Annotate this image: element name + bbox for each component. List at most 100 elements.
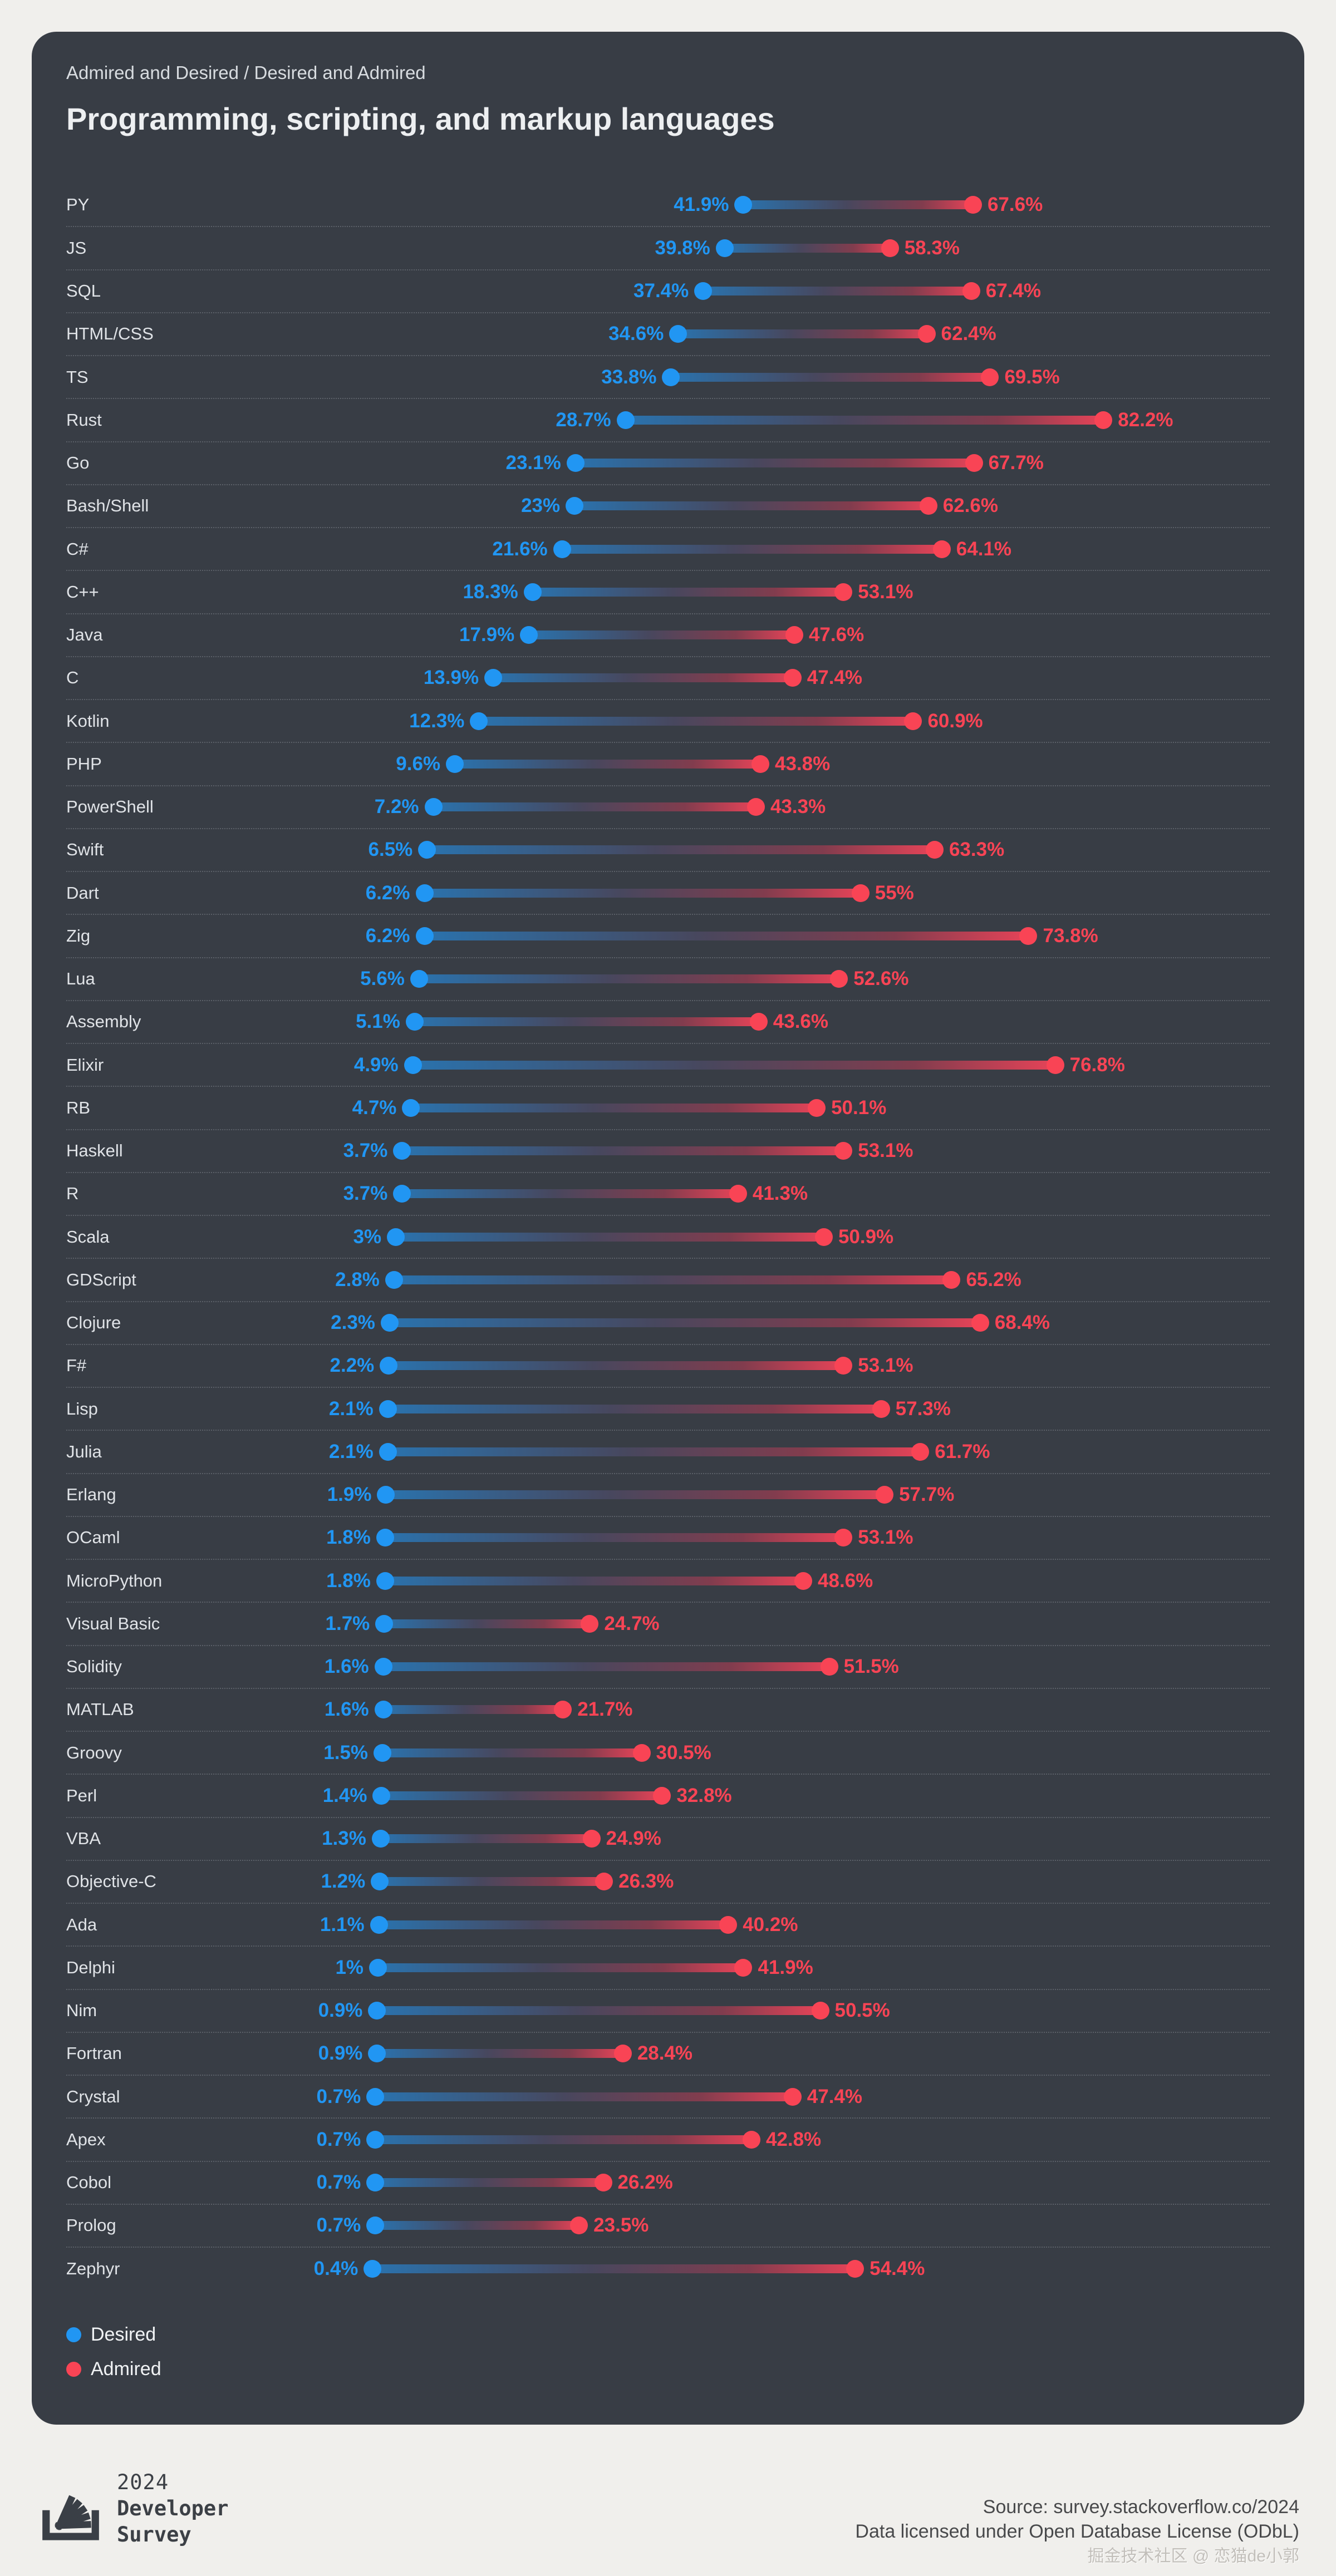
chart-row: Cobol 0.7% 26.2% (66, 2160, 1270, 2204)
connector-line (424, 888, 861, 898)
language-label: Swift (66, 840, 104, 860)
admired-dot-icon (66, 2361, 81, 2377)
admired-value: 63.3% (949, 839, 1005, 861)
admired-dot (632, 1743, 651, 1762)
connector-line (379, 1920, 729, 1929)
connector-line (380, 1877, 605, 1887)
admired-dot (794, 1572, 813, 1590)
desired-value: 1.8% (326, 1526, 371, 1549)
language-label: R (66, 1184, 79, 1204)
language-label: F# (66, 1356, 87, 1376)
desired-value: 1.6% (324, 1698, 369, 1721)
desired-value: 4.7% (352, 1096, 397, 1119)
language-label: Go (66, 453, 90, 473)
admired-dot (653, 1786, 671, 1805)
language-label: PHP (66, 753, 102, 774)
desired-dot (405, 1013, 424, 1031)
desired-dot (374, 1743, 392, 1762)
admired-value: 43.8% (774, 752, 831, 775)
chart-row: Delphi 1% 41.9% (66, 1945, 1270, 1988)
admired-value: 67.6% (987, 193, 1043, 215)
admired-value: 53.1% (858, 1140, 913, 1162)
chart-row: C++ 18.3% 53.1% (66, 570, 1270, 613)
desired-dot (520, 626, 538, 644)
desired-value: 21.6% (492, 538, 548, 560)
admired-dot (594, 2174, 612, 2192)
admired-dot (851, 884, 870, 902)
admired-dot (971, 1314, 989, 1332)
admired-dot (964, 195, 982, 214)
desired-value: 1.6% (324, 1656, 369, 1678)
chart-row: Apex 0.7% 42.8% (66, 2117, 1270, 2160)
admired-dot (751, 755, 769, 773)
desired-value: 3.7% (343, 1183, 388, 1205)
desired-value: 6.2% (365, 881, 410, 904)
desired-value: 18.3% (463, 580, 518, 603)
desired-dot (374, 1701, 392, 1719)
language-label: Bash/Shell (66, 496, 149, 516)
admired-dot (981, 368, 999, 386)
desired-dot (415, 927, 434, 945)
desired-value: 1.8% (326, 1569, 371, 1592)
admired-dot (911, 1442, 930, 1461)
desired-dot (415, 884, 434, 902)
brand-text: 2024 Developer Survey (117, 2469, 228, 2548)
admired-dot (581, 1614, 599, 1633)
admired-value: 67.4% (985, 280, 1042, 302)
admired-dot (904, 712, 922, 730)
language-label: C# (66, 539, 89, 559)
admired-dot (965, 454, 983, 472)
language-label: JS (66, 238, 87, 258)
desired-value: 1.9% (327, 1484, 372, 1506)
desired-value: 2.1% (328, 1440, 374, 1462)
desired-value: 0.7% (316, 2171, 361, 2194)
desired-value: 1.2% (321, 1870, 366, 1893)
admired-dot (570, 2217, 588, 2235)
chart-row: Scala 3% 50.9% (66, 1215, 1270, 1258)
connector-line (387, 1447, 921, 1456)
desired-dot-icon (66, 2327, 81, 2342)
desired-dot (379, 1400, 397, 1418)
footer: 2024 Developer Survey Source: survey.sta… (0, 2425, 1336, 2576)
desired-value: 1.3% (322, 1828, 366, 1850)
connector-line (479, 716, 913, 726)
admired-dot (554, 1701, 572, 1719)
desired-value: 9.6% (396, 752, 441, 775)
admired-value: 40.2% (743, 1913, 798, 1935)
admired-value: 32.8% (676, 1784, 732, 1806)
admired-dot (613, 2045, 632, 2063)
desired-dot (410, 970, 428, 988)
desired-dot (376, 1529, 394, 1547)
connector-line (411, 1103, 817, 1112)
admired-dot (1046, 1056, 1064, 1074)
desired-dot (566, 497, 584, 515)
desired-value: 0.9% (318, 2042, 363, 2065)
admired-dot (783, 669, 802, 687)
chart-row: MATLAB 1.6% 21.7% (66, 1687, 1270, 1731)
connector-line (433, 802, 756, 812)
chart-row: Zig 6.2% 73.8% (66, 914, 1270, 957)
connector-line (574, 501, 929, 511)
desired-dot (368, 2002, 386, 2020)
connector-line (375, 2092, 793, 2101)
desired-dot (376, 1572, 394, 1590)
desired-value: 0.7% (316, 2128, 361, 2150)
desired-dot (734, 195, 753, 214)
desired-value: 2.8% (335, 1268, 380, 1291)
language-label: Fortran (66, 2043, 122, 2063)
admired-dot (925, 841, 944, 859)
language-label: Lua (66, 969, 95, 989)
admired-value: 47.4% (807, 2085, 863, 2107)
desired-dot (368, 2045, 386, 2063)
chart-row: Ada 1.1% 40.2% (66, 1903, 1270, 1945)
chart-row: Perl 1.4% 32.8% (66, 1774, 1270, 1816)
connector-line (402, 1146, 844, 1156)
admired-value: 21.7% (577, 1698, 633, 1721)
legend-label-admired: Admired (91, 2358, 161, 2380)
language-label: Zig (66, 925, 91, 945)
desired-dot (404, 1056, 422, 1074)
language-label: Prolog (66, 2215, 116, 2235)
desired-value: 1.4% (322, 1784, 367, 1806)
chart-row: Bash/Shell 23% 62.6% (66, 484, 1270, 527)
